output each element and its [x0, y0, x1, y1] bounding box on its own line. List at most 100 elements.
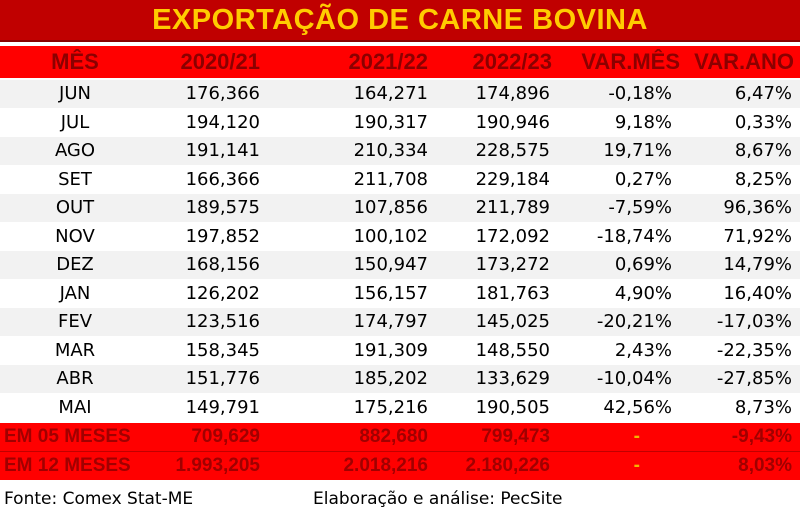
- total-2020-21: 709,629: [191, 426, 260, 447]
- cell-var-ano: 8,25%: [734, 168, 792, 190]
- cell-2020-21: 168,156: [185, 254, 260, 275]
- credit-note: Elaboração e análise: PecSite: [313, 489, 563, 509]
- cell-2021-22: 191,309: [353, 339, 428, 361]
- table-row: JUL 194,120 190,317 190,946 9,18% 0,33%: [0, 108, 800, 137]
- cell-2020-21: 166,366: [185, 168, 260, 190]
- header-2020-21: 2020/21: [180, 49, 260, 74]
- table-row: JAN 126,202 156,157 181,763 4,90% 16,40%: [0, 279, 800, 308]
- source-note: Fonte: Comex Stat-ME: [4, 489, 194, 509]
- cell-2021-22: 175,216: [353, 396, 428, 418]
- total-var-ano: -9,43%: [731, 426, 792, 447]
- cell-month: ABR: [56, 368, 94, 389]
- cell-2022-23: 228,575: [475, 140, 550, 161]
- cell-var-mes: -20,21%: [596, 311, 672, 332]
- table-row: NOV 197,852 100,102 172,092 -18,74% 71,92%: [0, 222, 800, 251]
- cell-month: DEZ: [56, 254, 94, 275]
- cell-2021-22: 211,708: [353, 168, 428, 190]
- table-title: EXPORTAÇÃO DE CARNE BOVINA: [152, 4, 648, 36]
- cell-var-mes: 4,90%: [614, 282, 672, 304]
- cell-var-ano: -22,35%: [716, 339, 792, 361]
- cell-var-mes: -18,74%: [596, 225, 672, 247]
- cell-2022-23: 148,550: [475, 339, 550, 361]
- total-2021-22: 882,680: [359, 426, 428, 447]
- cell-2020-21: 191,141: [185, 140, 260, 161]
- table-row: JUN 176,366 164,271 174,896 -0,18% 6,47%: [0, 80, 800, 108]
- total-var-mes: -: [633, 426, 640, 447]
- cell-2021-22: 185,202: [353, 368, 428, 389]
- cell-var-ano: 71,92%: [723, 225, 792, 247]
- cell-var-mes: 19,71%: [603, 140, 672, 161]
- cell-2022-23: 211,789: [475, 197, 550, 218]
- header-var-ano: VAR.ANO: [694, 49, 794, 74]
- total-2021-22: 2.018,216: [343, 455, 428, 476]
- total-2020-21: 1.993,205: [175, 455, 260, 476]
- cell-var-ano: 14,79%: [723, 254, 792, 275]
- table-row: AGO 191,141 210,334 228,575 19,71% 8,67%: [0, 137, 800, 165]
- cell-2020-21: 149,791: [185, 396, 260, 418]
- table-row: MAI 149,791 175,216 190,505 42,56% 8,73%: [0, 393, 800, 422]
- cell-2021-22: 156,157: [353, 282, 428, 304]
- cell-2021-22: 150,947: [353, 254, 428, 275]
- cell-month: JUN: [59, 83, 91, 104]
- table-row: DEZ 168,156 150,947 173,272 0,69% 14,79%: [0, 251, 800, 279]
- cell-2022-23: 229,184: [475, 168, 550, 190]
- table-row: MAR 158,345 191,309 148,550 2,43% -22,35%: [0, 336, 800, 365]
- cell-var-ano: -17,03%: [716, 311, 792, 332]
- cell-month: JAN: [59, 282, 91, 304]
- cell-2020-21: 189,575: [185, 197, 260, 218]
- cell-var-ano: -27,85%: [716, 368, 792, 389]
- cell-month: MAR: [54, 339, 96, 361]
- cell-var-ano: 6,47%: [734, 83, 792, 104]
- cell-month: OUT: [55, 197, 95, 218]
- cell-var-ano: 96,36%: [723, 197, 792, 218]
- total-var-ano: 8,03%: [738, 455, 792, 476]
- table-row: FEV 123,516 174,797 145,025 -20,21% -17,03%: [0, 308, 800, 336]
- cell-var-ano: 8,67%: [734, 140, 792, 161]
- header-2021-22: 2021/22: [348, 49, 428, 74]
- total-2022-23: 799,473: [481, 426, 550, 447]
- cell-var-mes: -10,04%: [596, 368, 672, 389]
- cell-2022-23: 190,505: [475, 396, 550, 418]
- cell-2021-22: 164,271: [353, 83, 428, 104]
- total-var-mes: -: [633, 455, 640, 476]
- cell-2021-22: 100,102: [353, 225, 428, 247]
- cell-2020-21: 176,366: [185, 83, 260, 104]
- cell-2020-21: 151,776: [185, 368, 260, 389]
- cell-var-ano: 0,33%: [734, 111, 792, 133]
- cell-var-ano: 8,73%: [734, 396, 792, 418]
- total-2022-23: 2.180,226: [465, 455, 550, 476]
- cell-var-mes: -0,18%: [608, 83, 672, 104]
- cell-2020-21: 197,852: [185, 225, 260, 247]
- title-bar: EXPORTAÇÃO DE CARNE BOVINA: [0, 0, 800, 42]
- cell-2022-23: 172,092: [475, 225, 550, 247]
- total-label: EM 05 MESES: [4, 426, 131, 447]
- cell-var-mes: 42,56%: [603, 396, 672, 418]
- total-row: EM 05 MESES 709,629 882,680 799,473 - -9,43%: [0, 423, 800, 451]
- cell-month: NOV: [55, 225, 95, 247]
- cell-2021-22: 190,317: [353, 111, 428, 133]
- cell-2020-21: 194,120: [185, 111, 260, 133]
- table-row: OUT 189,575 107,856 211,789 -7,59% 96,36%: [0, 194, 800, 222]
- cell-2021-22: 107,856: [353, 197, 428, 218]
- cell-2022-23: 181,763: [475, 282, 550, 304]
- cell-2022-23: 145,025: [475, 311, 550, 332]
- footer: Fonte: Comex Stat-ME Elaboração e anális…: [0, 481, 800, 523]
- cell-month: JUL: [60, 111, 90, 133]
- cell-month: SET: [58, 168, 92, 190]
- header-2022-23: 2022/23: [472, 49, 552, 74]
- table-row: SET 166,366 211,708 229,184 0,27% 8,25%: [0, 165, 800, 194]
- total-label: EM 12 MESES: [4, 455, 131, 476]
- cell-2021-22: 210,334: [353, 140, 428, 161]
- cell-month: AGO: [54, 140, 96, 161]
- cell-var-ano: 16,40%: [723, 282, 792, 304]
- cell-2022-23: 173,272: [475, 254, 550, 275]
- cell-month: MAI: [58, 396, 92, 418]
- header-var-mes: VAR.MÊS: [581, 49, 680, 74]
- cell-2022-23: 133,629: [475, 368, 550, 389]
- cell-2022-23: 174,896: [475, 83, 550, 104]
- table-row: ABR 151,776 185,202 133,629 -10,04% -27,85%: [0, 365, 800, 393]
- cell-var-mes: 0,27%: [614, 168, 672, 190]
- total-separator: [0, 451, 800, 452]
- cell-2021-22: 174,797: [353, 311, 428, 332]
- cell-var-mes: 2,43%: [614, 339, 672, 361]
